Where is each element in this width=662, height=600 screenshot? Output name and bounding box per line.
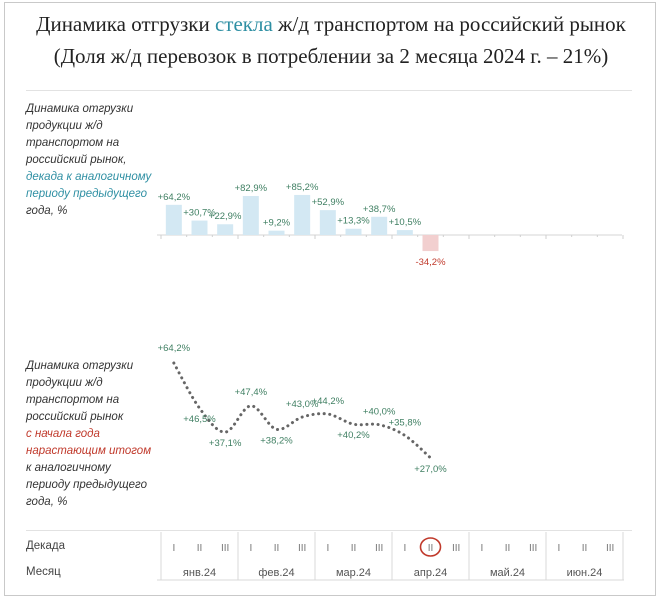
decade-tick-label: II [351,543,357,554]
decade-tick-label: II [274,543,280,554]
bar [268,230,285,235]
decade-tick-label: III [606,543,614,554]
decade-tick-label: II [582,543,588,554]
bar [294,194,311,235]
bar [242,196,259,235]
decade-tick-label: III [298,543,306,554]
decade-tick-label: I [557,543,560,554]
month-tick-label: фев.24 [258,567,294,579]
month-tick-label: май.24 [490,567,525,579]
decade-tick-label: II [197,543,203,554]
highlighted-decade-marker [419,537,442,557]
line-value-label: +43,0% [286,399,319,410]
decade-tick-label: II [428,543,434,554]
divider [26,90,632,91]
bar-value-label: +13,3% [337,216,370,227]
bar [191,220,208,235]
line-value-label: +38,2% [260,435,293,446]
decade-tick-label: III [221,543,229,554]
decade-tick-label: I [480,543,483,554]
chart-frame [4,2,656,596]
decade-tick-label: III [529,543,537,554]
axis-month-label: Месяц [26,566,61,578]
chart-title-line1: Динамика отгрузки стекла ж/д транспортом… [36,12,626,36]
bar-value-label: +85,2% [286,182,319,193]
decade-tick-label: III [452,543,460,554]
decade-tick-label: III [375,543,383,554]
bar [345,228,362,235]
bar-value-label: +38,7% [363,204,396,215]
bar-value-label: +22,9% [209,211,242,222]
line-value-label: +47,4% [235,387,268,398]
series-line [172,361,432,460]
axis-decade-label: Декада [26,540,65,552]
decade-tick-label: I [403,543,406,554]
bar-value-label: +30,7% [183,208,216,219]
chart-title-line2: (Доля ж/д перевозок в потреблении за 2 м… [53,44,609,68]
line-chart-description: Динамика отгрузки продукции ж/д транспор… [26,360,152,508]
divider [26,530,632,531]
bar-value-label: +9,2% [263,218,291,229]
bar [165,204,182,235]
bar [422,235,439,252]
decade-tick-label: I [249,543,252,554]
bar-value-label: +52,9% [312,197,345,208]
line-value-label: +44,2% [312,396,345,407]
decade-tick-label: I [172,543,175,554]
month-tick-label: мар.24 [336,567,371,579]
bar [217,224,234,235]
line-value-label: +37,1% [209,438,242,449]
month-tick-label: янв.24 [183,567,216,579]
line-value-label: +40,2% [337,430,370,441]
bar-value-label: +82,9% [235,183,268,194]
line-value-label: +64,2% [158,343,191,354]
bar-chart-description: Динамика отгрузки продукции ж/д транспор… [26,103,152,217]
bar [319,210,336,235]
month-tick-label: июн.24 [567,567,603,579]
line-value-label: +40,0% [363,407,396,418]
line-value-label: +27,0% [414,464,447,475]
decade-tick-label: I [326,543,329,554]
line-value-label: +46,5% [183,414,216,425]
bar [371,216,388,235]
bar-value-label: -34,2% [415,257,446,268]
bar-value-label: +10,5% [389,217,422,228]
bar [396,230,413,235]
line-value-label: +35,8% [389,417,422,428]
month-tick-label: апр.24 [414,567,447,579]
decade-tick-label: II [505,543,511,554]
bar-value-label: +64,2% [158,192,191,203]
